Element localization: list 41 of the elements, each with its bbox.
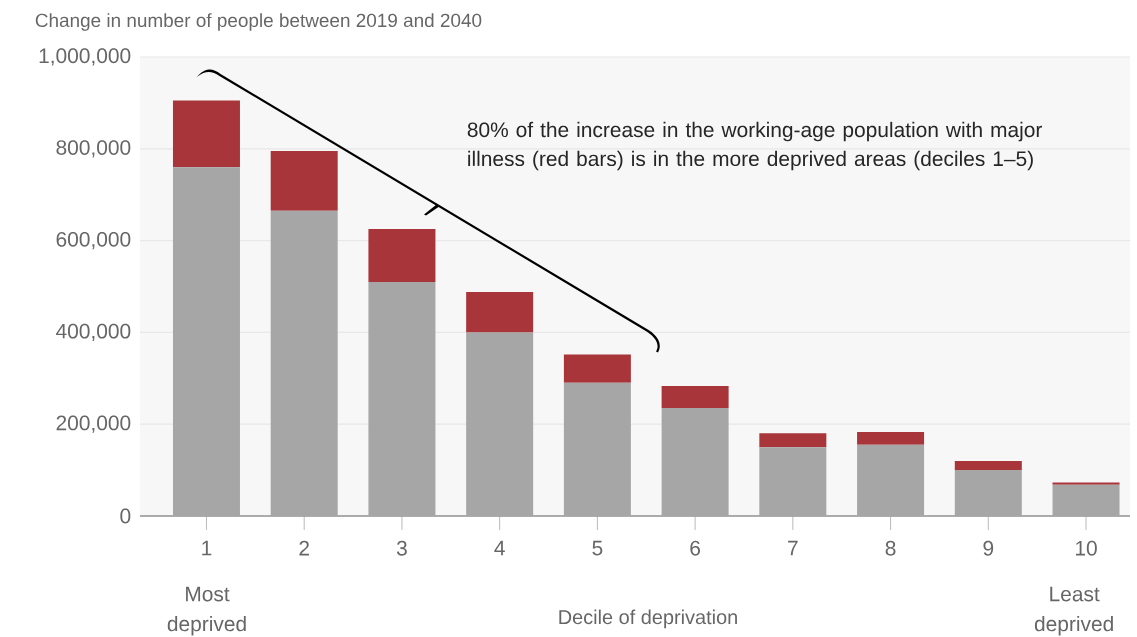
bar [857,431,925,445]
bar [661,408,729,516]
bar [172,167,240,516]
bar [563,382,631,516]
y-tick-label: 1,000,000 [39,48,131,66]
bar [1052,484,1120,516]
y-tick-label: 600,000 [56,231,131,250]
bar [563,354,631,383]
x-tick-label: 4 [494,540,505,556]
y-tick-label: 400,000 [56,323,131,342]
bar [368,229,436,282]
bar [466,332,534,516]
bar [466,291,534,333]
bar [270,151,338,211]
x-axis-title: Decile of deprivation [559,609,737,629]
x-tick-label: 9 [983,540,994,556]
bar [759,447,827,516]
text: Least deprived [1034,586,1113,636]
bar [172,100,240,168]
y-tick-label: 0 [120,508,131,524]
bar [954,470,1022,516]
x-tick-label: 6 [690,540,701,556]
bar [759,433,827,448]
y-axis-title: Change in number of people between 2019 and 2040 [35,13,482,31]
x-tick-label: 5 [592,540,603,556]
x-tick-label: 10 [1075,540,1097,556]
annotation: 80% of the increase in the working-age population with major illness (red bars) is in the more deprived areas (deciles 1–5) [467,121,1043,171]
bar [1052,482,1120,485]
bar [954,460,1022,471]
bar [270,210,338,516]
bar [857,444,925,516]
x-tick-label: 1 [202,540,212,556]
y-tick-label: 800,000 [56,140,131,158]
bar [368,281,436,516]
x-tick-label: 8 [885,540,896,556]
text: Most deprived [167,586,246,636]
bar [661,386,729,409]
x-tick-label: 3 [396,540,407,556]
y-tick-label: 200,000 [56,415,131,433]
x-tick-label: 7 [788,540,798,556]
x-tick-label: 2 [299,540,309,556]
